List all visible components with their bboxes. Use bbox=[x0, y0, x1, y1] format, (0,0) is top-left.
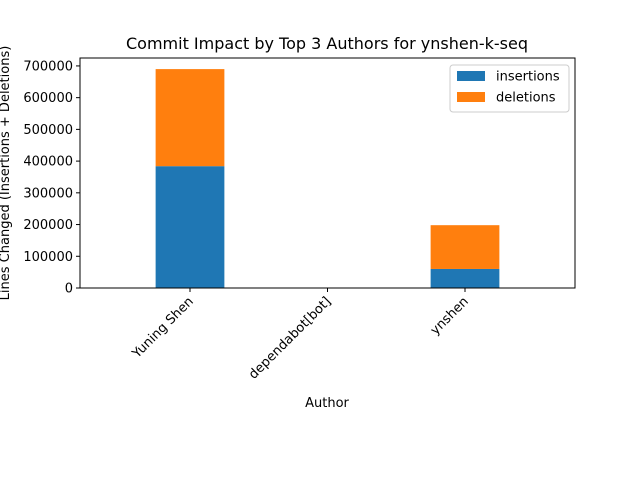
x-tick-label-0: Yuning Shen bbox=[129, 294, 197, 362]
y-tick-label-1: 100000 bbox=[23, 250, 73, 265]
y-axis: 0 100000 200000 300000 400000 500000 600000 700… bbox=[23, 59, 80, 297]
y-tick-label-2: 200000 bbox=[23, 218, 73, 233]
y-tick-label-3: 300000 bbox=[23, 186, 73, 201]
x-tick-label-2: ynshen bbox=[428, 294, 472, 338]
y-tick-label-4: 400000 bbox=[23, 155, 73, 170]
x-axis-label: Author bbox=[305, 396, 349, 411]
plot-area bbox=[155, 69, 500, 288]
chart-title: Commit Impact by Top 3 Authors for ynshe… bbox=[126, 34, 528, 53]
y-tick-label-0: 0 bbox=[65, 282, 73, 297]
y-tick-label-6: 600000 bbox=[23, 91, 73, 106]
x-axis: Yuning Shen dependabot[bot] ynshen bbox=[129, 288, 472, 382]
y-tick-label-5: 500000 bbox=[23, 123, 73, 138]
bar-deletions-2 bbox=[430, 225, 500, 269]
x-tick-label-1: dependabot[bot] bbox=[246, 294, 334, 382]
plot-frame bbox=[79, 57, 576, 289]
y-axis-label: Lines Changed (Insertions + Deletions) bbox=[0, 46, 13, 301]
bar-insertions-0 bbox=[155, 166, 225, 288]
legend-swatch-insertions bbox=[457, 71, 485, 81]
bar-insertions-2 bbox=[430, 268, 500, 288]
legend-label-insertions: insertions bbox=[496, 70, 560, 85]
legend-swatch-deletions bbox=[457, 92, 485, 102]
legend-label-deletions: deletions bbox=[496, 91, 556, 106]
legend: insertions deletions bbox=[449, 64, 570, 113]
bar-deletions-0 bbox=[155, 69, 225, 167]
y-tick-label-7: 700000 bbox=[23, 59, 73, 74]
